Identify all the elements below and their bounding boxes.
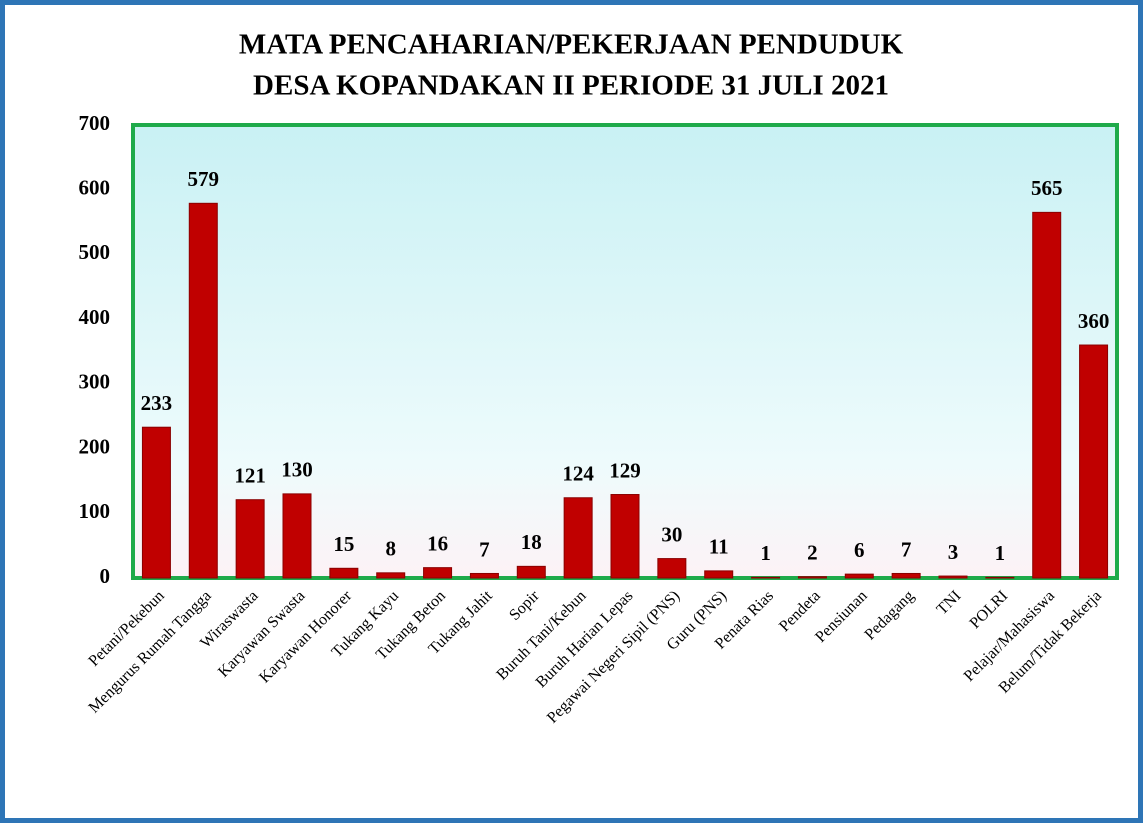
bar <box>141 426 171 579</box>
data-label: 16 <box>427 531 448 555</box>
data-label: 233 <box>141 391 173 415</box>
y-tick-label: 500 <box>79 240 111 264</box>
data-label: 15 <box>333 532 354 556</box>
bar <box>751 576 781 579</box>
y-tick-label: 700 <box>79 111 111 135</box>
data-label: 579 <box>188 167 220 191</box>
bar <box>469 572 499 579</box>
y-tick-label: 600 <box>79 176 111 200</box>
y-tick-label: 0 <box>100 564 111 588</box>
bar <box>938 575 968 579</box>
data-label: 130 <box>281 458 313 482</box>
data-label: 18 <box>521 530 542 554</box>
data-label: 8 <box>385 537 396 561</box>
data-label: 7 <box>901 537 912 561</box>
bar <box>797 576 827 579</box>
bar <box>704 570 734 579</box>
data-label: 1 <box>995 541 1006 565</box>
bar <box>282 493 312 579</box>
data-label: 121 <box>234 464 266 488</box>
bar <box>376 572 406 579</box>
bar <box>423 567 453 579</box>
y-tick-label: 100 <box>79 499 111 523</box>
data-label: 7 <box>479 537 490 561</box>
data-label: 124 <box>562 462 594 486</box>
bar <box>1079 344 1109 579</box>
data-label: 11 <box>709 535 729 559</box>
bar <box>516 565 546 579</box>
bar <box>985 576 1015 579</box>
data-label: 2 <box>807 541 818 565</box>
y-tick-label: 400 <box>79 305 111 329</box>
chart-title: MATA PENCAHARIAN/PEKERJAAN PENDUDUK <box>239 29 904 61</box>
bar <box>188 202 218 579</box>
data-label: 3 <box>948 540 959 564</box>
bar <box>610 494 640 579</box>
y-tick-label: 300 <box>79 370 111 394</box>
data-label: 360 <box>1078 309 1110 333</box>
y-tick-label: 200 <box>79 434 111 458</box>
data-label: 30 <box>661 522 682 546</box>
bar <box>891 572 921 579</box>
bar <box>1032 211 1062 579</box>
data-label: 129 <box>609 458 641 482</box>
bar <box>563 497 593 579</box>
bar <box>657 558 687 579</box>
bar <box>844 573 874 579</box>
chart-title: DESA KOPANDAKAN II PERIODE 31 JULI 2021 <box>253 70 889 102</box>
bar <box>235 499 265 579</box>
data-label: 1 <box>760 541 771 565</box>
data-label: 6 <box>854 538 865 562</box>
bar <box>329 567 359 579</box>
data-label: 565 <box>1031 176 1063 200</box>
